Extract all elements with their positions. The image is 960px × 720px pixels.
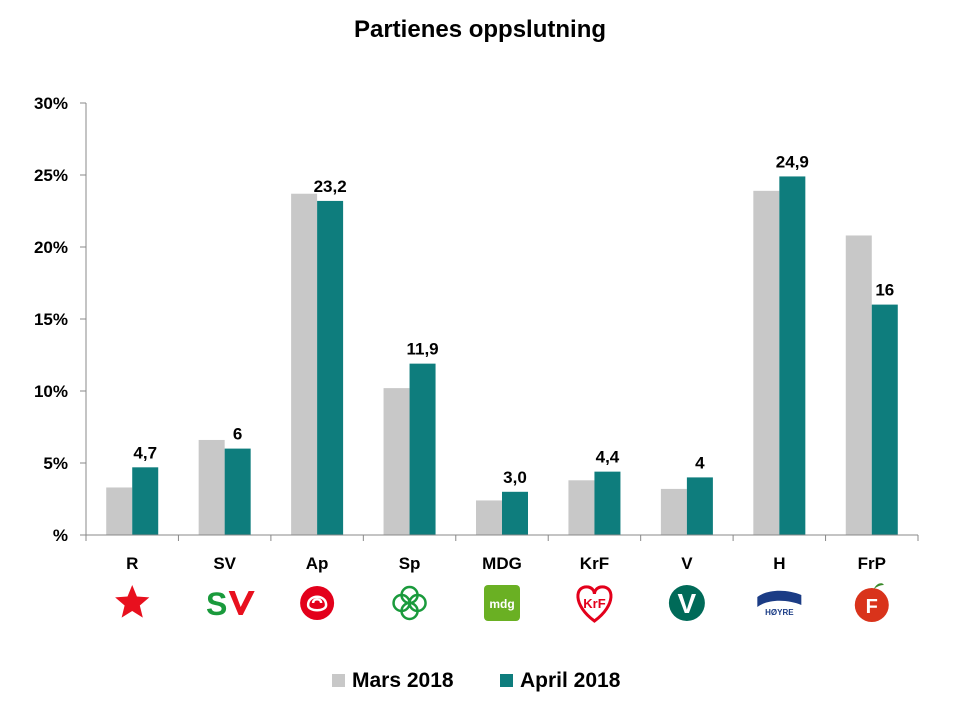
bar-april-r: [132, 467, 159, 535]
bars: [106, 176, 898, 536]
svg-text:S: S: [206, 586, 227, 622]
bar-mars-sp: [383, 388, 410, 535]
y-tick-label: %: [53, 526, 68, 545]
bar-april-h: [779, 176, 806, 535]
legend-swatch-april: [500, 674, 513, 687]
bar-april-sp: [409, 363, 436, 535]
x-category-label: MDG: [482, 554, 522, 573]
h-hoyre-icon: HØYRE: [757, 590, 802, 617]
x-category-label: V: [681, 554, 693, 573]
data-label-h: 24,9: [776, 152, 809, 171]
x-axis: R SV Ap Sp MDG KrF V H FrP: [85, 534, 919, 573]
bar-april-sv: [224, 448, 251, 535]
svg-text:F: F: [866, 596, 878, 618]
y-tick-label: 10%: [34, 382, 68, 401]
legend: Mars 2018 April 2018: [332, 669, 621, 692]
bar-april-mdg: [502, 491, 528, 535]
bar-april-frp: [871, 304, 898, 535]
data-label-ap: 23,2: [314, 177, 347, 196]
data-label-sv: 6: [233, 425, 242, 444]
sv-logo-icon: S: [206, 586, 255, 622]
x-category-label: FrP: [858, 554, 886, 573]
data-label-krf: 4,4: [596, 448, 620, 467]
x-category-label: R: [126, 554, 138, 573]
x-category-label: Ap: [306, 554, 329, 573]
krf-heart-icon: KrF: [576, 585, 613, 623]
bar-mars-frp: [845, 235, 872, 536]
y-axis: % 5% 10% 15% 20% 25% 30%: [34, 94, 87, 545]
bar-mars-ap: [291, 193, 318, 535]
svg-text:mdg: mdg: [489, 597, 514, 611]
x-category-label: SV: [213, 554, 236, 573]
data-label-v: 4: [695, 453, 705, 472]
r-star-icon: [115, 585, 150, 618]
bar-april-ap: [317, 200, 344, 536]
svg-text:V: V: [678, 588, 697, 619]
ap-rose-icon: [300, 586, 335, 620]
data-label-frp: 16: [875, 281, 894, 300]
y-tick-label: 25%: [34, 166, 68, 185]
y-tick-label: 5%: [43, 454, 68, 473]
svg-text:HØYRE: HØYRE: [765, 608, 794, 617]
chart-title: Partienes oppslutning: [354, 16, 606, 43]
y-tick-label: 30%: [34, 94, 68, 113]
y-tick-label: 20%: [34, 238, 68, 257]
bar-mars-h: [753, 190, 780, 535]
bar-mars-v: [660, 488, 687, 535]
sp-clover-icon: [392, 585, 427, 621]
bar-mars-r: [106, 487, 133, 535]
x-category-label: Sp: [399, 554, 421, 573]
bar-mars-sv: [198, 439, 225, 535]
svg-text:KrF: KrF: [583, 596, 605, 611]
bar-mars-mdg: [476, 500, 502, 535]
bar-april-krf: [594, 471, 621, 535]
v-logo-icon: V: [668, 585, 705, 621]
y-tick-label: 15%: [34, 310, 68, 329]
bar-mars-krf: [568, 480, 595, 535]
mdg-logo-icon: mdg: [484, 585, 520, 621]
frp-apple-icon: F: [854, 583, 889, 622]
x-category-label: H: [773, 554, 785, 573]
data-label-sp: 11,9: [406, 340, 438, 359]
x-category-label: KrF: [580, 554, 609, 573]
bar-april-v: [686, 477, 713, 535]
data-label-mdg: 3,0: [503, 468, 527, 487]
legend-swatch-mars: [332, 674, 345, 687]
legend-label-mars: Mars 2018: [352, 669, 454, 692]
data-label-r: 4,7: [133, 443, 157, 462]
data-labels: 4,7 6 23,2 11,9 3,0 4,4 4 24,9 16: [133, 152, 894, 486]
legend-label-april: April 2018: [520, 669, 621, 692]
